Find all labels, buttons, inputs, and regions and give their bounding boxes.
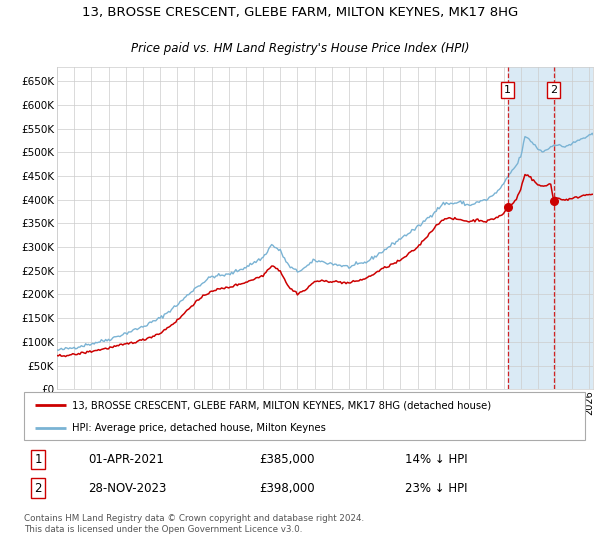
Text: 14% ↓ HPI: 14% ↓ HPI <box>406 453 468 466</box>
Text: 13, BROSSE CRESCENT, GLEBE FARM, MILTON KEYNES, MK17 8HG (detached house): 13, BROSSE CRESCENT, GLEBE FARM, MILTON … <box>71 400 491 410</box>
Text: Contains HM Land Registry data © Crown copyright and database right 2024.
This d: Contains HM Land Registry data © Crown c… <box>24 515 364 534</box>
Bar <box>508 67 593 389</box>
Text: £398,000: £398,000 <box>260 482 315 494</box>
Text: 23% ↓ HPI: 23% ↓ HPI <box>406 482 468 494</box>
Text: £385,000: £385,000 <box>260 453 315 466</box>
Text: 01-APR-2021: 01-APR-2021 <box>89 453 164 466</box>
Text: 2: 2 <box>34 482 42 494</box>
Text: Price paid vs. HM Land Registry's House Price Index (HPI): Price paid vs. HM Land Registry's House … <box>131 42 469 55</box>
Text: 1: 1 <box>34 453 42 466</box>
Text: 13, BROSSE CRESCENT, GLEBE FARM, MILTON KEYNES, MK17 8HG: 13, BROSSE CRESCENT, GLEBE FARM, MILTON … <box>82 6 518 20</box>
FancyBboxPatch shape <box>24 392 585 440</box>
Text: 28-NOV-2023: 28-NOV-2023 <box>89 482 167 494</box>
Text: HPI: Average price, detached house, Milton Keynes: HPI: Average price, detached house, Milt… <box>71 423 326 433</box>
Text: 1: 1 <box>504 85 511 95</box>
Text: 2: 2 <box>550 85 557 95</box>
